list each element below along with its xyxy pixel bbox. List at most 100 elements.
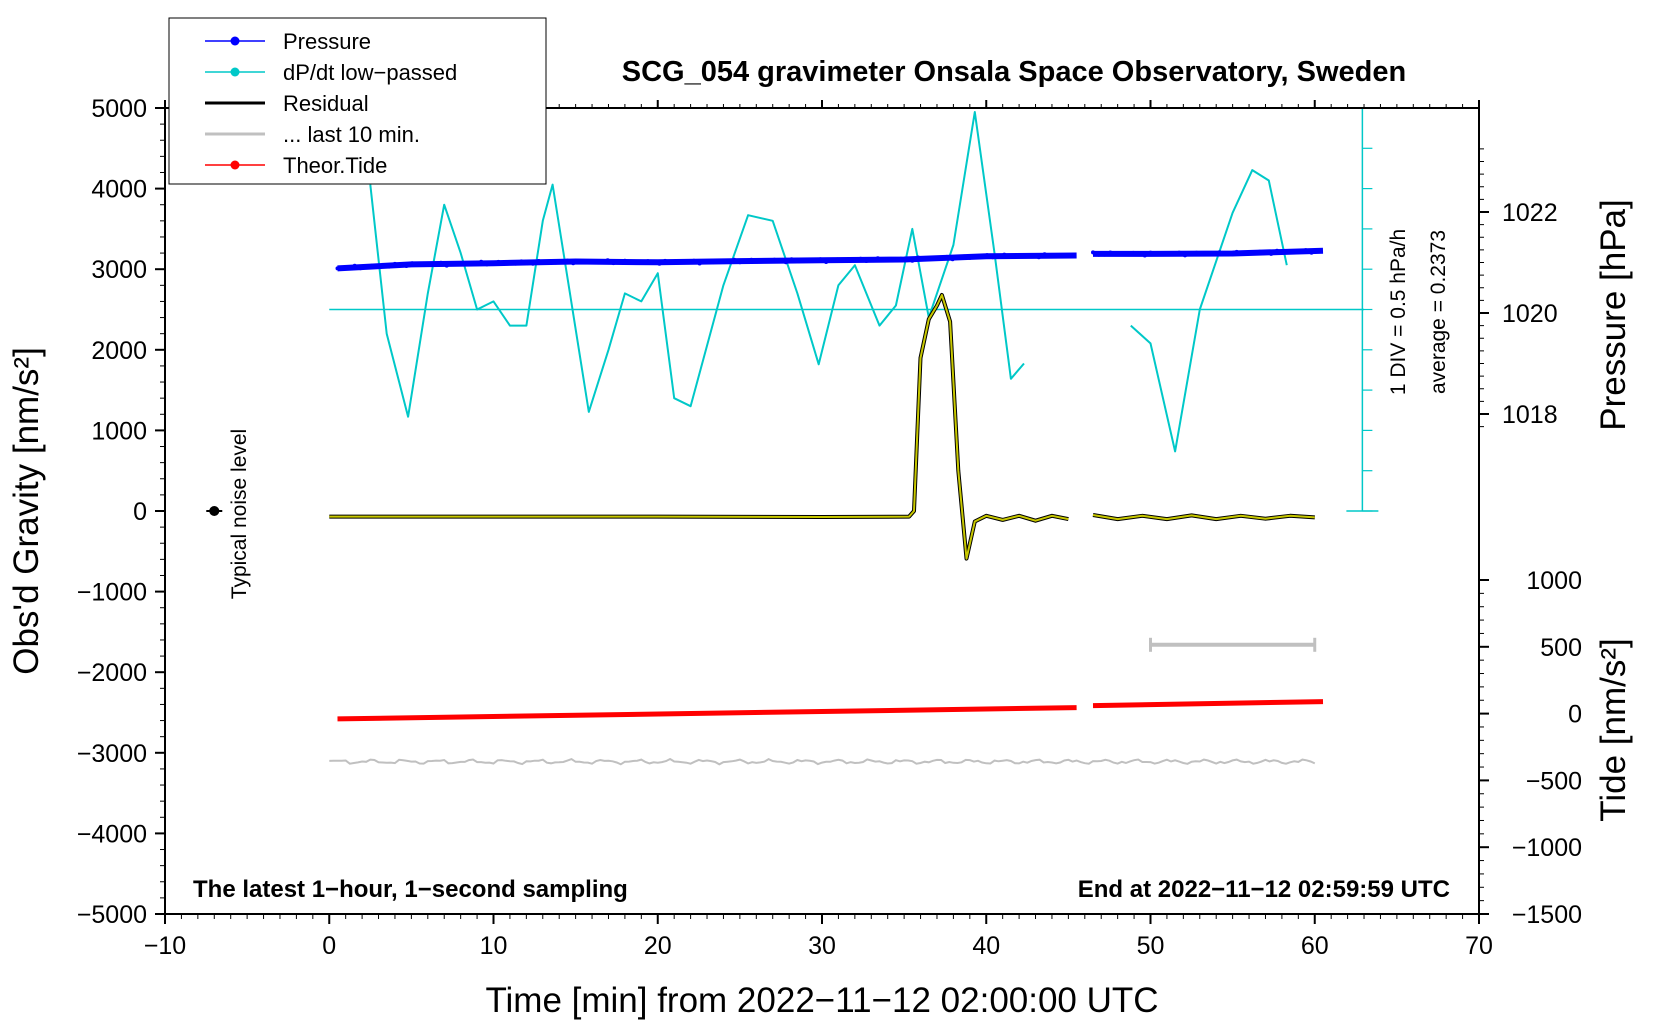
dpdt-line [1130, 169, 1288, 453]
pressure-point [709, 258, 714, 263]
pressure-point [657, 261, 662, 266]
pressure-point [496, 259, 501, 264]
pressure-point [461, 261, 466, 266]
pressure-point [766, 259, 771, 264]
pressure-point [1303, 248, 1308, 253]
pressure-point [852, 258, 857, 263]
pressure-point [513, 261, 518, 266]
y-tick-label: −4000 [77, 820, 147, 848]
pressure-point [1217, 250, 1222, 255]
pressure-point [824, 260, 829, 264]
pressure-point [392, 261, 397, 266]
pressure-point [502, 261, 507, 266]
pressure-point [749, 257, 754, 262]
pressure-point [881, 258, 886, 263]
pressure-point [1096, 252, 1101, 257]
x-tick-label: 50 [1137, 932, 1165, 960]
pressure-point [364, 265, 369, 270]
pressure-point [1269, 251, 1274, 256]
pressure-point [1234, 249, 1239, 254]
pressure-point [1257, 249, 1262, 254]
pressure-point [801, 258, 806, 263]
pressure-point [870, 258, 875, 263]
pressure-point [1292, 249, 1297, 254]
pressure-point [1048, 253, 1053, 258]
pressure-point [726, 259, 731, 264]
last10-line [329, 757, 1316, 766]
x-tick-label: −10 [144, 932, 186, 960]
pressure-point [1275, 248, 1279, 253]
pressure-point [714, 260, 719, 264]
pressure-point [1171, 251, 1176, 256]
pressure-point [467, 261, 472, 266]
pressure-point [674, 260, 679, 265]
pressure-point [617, 260, 622, 265]
pressure-point [571, 261, 576, 266]
pressure-point [1102, 252, 1107, 257]
pressure-point [1315, 248, 1320, 253]
residual-line [329, 294, 1069, 560]
pressure-point [519, 259, 524, 264]
pressure-point [680, 260, 685, 265]
pressure-point [415, 262, 420, 267]
pressure-point [438, 260, 443, 265]
plot-frame [164, 107, 1480, 915]
pressure-point [433, 261, 438, 266]
pressure-point [1223, 252, 1228, 257]
pressure-point [1013, 254, 1018, 259]
pressure-point [1148, 250, 1153, 255]
tide-line [1092, 699, 1324, 709]
pressure-point [858, 256, 863, 261]
tide-tick-label: −500 [1526, 767, 1582, 795]
pressure-point [1031, 253, 1036, 258]
pressure-point [835, 257, 840, 262]
pressure-point [962, 254, 967, 259]
pressure-point [548, 260, 553, 265]
y-axis-label-pressure: Pressure [hPa] [1594, 199, 1633, 431]
tide-tick-label: −1500 [1512, 901, 1582, 929]
pressure-point [663, 258, 668, 263]
pressure-point [611, 261, 616, 266]
footer-left-label: The latest 1−hour, 1−second sampling [193, 876, 628, 903]
pressure-tick-label: 1022 [1502, 199, 1558, 227]
axis-ticks: −10 0 10 20 30 40 50 60 70500040003000200010000−… [77, 95, 1582, 960]
pressure-point [525, 260, 530, 265]
pressure-point [335, 266, 340, 271]
pressure-point [1119, 251, 1124, 256]
pressure-point [427, 262, 432, 267]
tide-tick-label: −1000 [1512, 834, 1582, 862]
dpdt-scale-label: 1 DIV = 0.5 hPa/h [1387, 229, 1410, 395]
pressure-point [634, 260, 639, 265]
pressure-point [1002, 252, 1007, 257]
pressure-point [789, 257, 794, 262]
pressure-point [1125, 252, 1130, 257]
y-tick-label: 0 [133, 498, 147, 526]
tide-tick-label: 0 [1568, 701, 1582, 729]
pressure-point [1211, 252, 1216, 256]
x-tick-label: 20 [644, 932, 672, 960]
y-tick-label: −3000 [77, 740, 147, 768]
pressure-point [967, 255, 972, 260]
pressure-point [381, 263, 386, 268]
pressure-point [1042, 252, 1047, 257]
pressure-point [743, 259, 748, 264]
y-tick-label: 5000 [91, 95, 147, 123]
series-layer [206, 111, 1365, 766]
pressure-point [542, 260, 547, 265]
pressure-point [530, 261, 535, 266]
pressure-point [720, 259, 725, 264]
pressure-point [921, 256, 926, 261]
pressure-point [404, 264, 409, 268]
pressure-point [387, 264, 392, 269]
pressure-point [1019, 254, 1024, 259]
pressure-point [1091, 250, 1095, 255]
pressure-point [893, 258, 898, 262]
y-axis-label-gravity: Obs'd Gravity [nm/s²] [7, 347, 46, 675]
legend-label: dP/dt low−passed [283, 60, 457, 85]
pressure-point [599, 260, 604, 265]
pressure-point [1206, 251, 1210, 256]
pressure-point [847, 258, 852, 263]
tide-tick-label: 500 [1540, 634, 1582, 662]
pressure-point [737, 260, 742, 265]
